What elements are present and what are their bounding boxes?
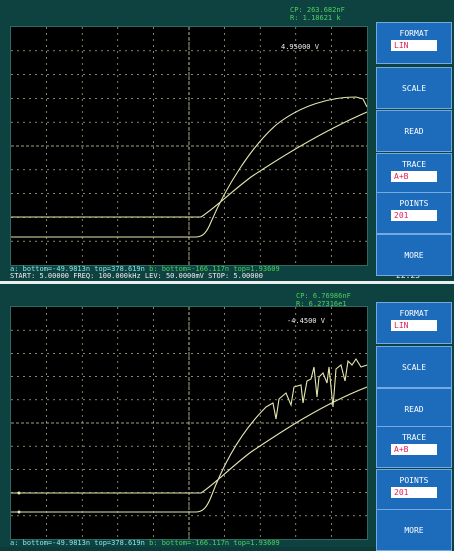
- bottom-status-b: b: bottom=-166.117n top=1.93609: [149, 539, 280, 547]
- top-marker-value: 4.95000 V: [281, 43, 319, 51]
- top-center-axes: [11, 27, 367, 265]
- trace-softkey[interactable]: TRACE A+B: [376, 153, 452, 195]
- top-trace-plot: [11, 27, 368, 265]
- format-value-2: LIN: [391, 320, 437, 331]
- read-softkey[interactable]: READ: [376, 110, 452, 152]
- points-value-2: 201: [391, 487, 437, 498]
- top-status-a: a: bottom=-49.9813n top=378.619n: [10, 265, 145, 273]
- more-label-2: MORE: [404, 526, 424, 535]
- bottom-marker-readout: CP: 6.76986nF R: 6.27316e1: [296, 292, 351, 308]
- scale-label: SCALE: [401, 84, 427, 93]
- points-label: POINTS: [399, 199, 429, 208]
- more-label: MORE: [404, 251, 424, 260]
- top-trace-b: [11, 111, 368, 218]
- top-status-line-2: START: 5.00000 FREQ: 100.000kHz LEV: 50.…: [10, 273, 263, 280]
- points-softkey-2[interactable]: POINTS 201: [376, 469, 452, 511]
- top-status-line-1: a: bottom=-49.9813n top=378.619n b: bott…: [10, 266, 280, 273]
- read-label-2: READ: [404, 405, 424, 414]
- format-label-2: FORMAT: [399, 309, 429, 318]
- bottom-center-axes: [11, 307, 367, 539]
- more-softkey[interactable]: MORE: [376, 234, 452, 276]
- scale-label-2: SCALE: [401, 363, 427, 372]
- trace-softkey-2[interactable]: TRACE A+B: [376, 426, 452, 468]
- bottom-cp-readout: CP: 6.76986nF: [296, 292, 351, 300]
- top-status-b: b: bottom=-166.117n top=1.93609: [149, 265, 280, 273]
- read-softkey-2[interactable]: READ: [376, 388, 452, 430]
- more-softkey-2[interactable]: MORE: [376, 509, 452, 551]
- trace-value-2: A+B: [391, 444, 437, 455]
- sweep-freq: FREQ: 100.000kHz: [73, 272, 141, 280]
- bottom-marker-a: [17, 491, 21, 495]
- points-value: 201: [391, 210, 437, 221]
- bottom-plot-screen[interactable]: -4.4500 V: [10, 306, 368, 540]
- bottom-marker-value: -4.4500 V: [287, 317, 325, 325]
- sweep-stop: STOP: 5.00000: [208, 272, 263, 280]
- top-marker-readout: CP: 263.682nF R: 1.18621 k: [290, 6, 345, 22]
- format-softkey-2[interactable]: FORMAT LIN: [376, 302, 452, 344]
- top-r-readout: R: 1.18621 k: [290, 14, 341, 22]
- points-label-2: POINTS: [399, 476, 429, 485]
- bottom-trace-plot: [11, 307, 368, 539]
- bottom-marker-b: [17, 510, 21, 514]
- top-plot-screen[interactable]: 4.95000 V: [10, 26, 368, 266]
- bottom-r-readout: R: 6.27316e1: [296, 300, 347, 308]
- format-value: LIN: [391, 40, 437, 51]
- scale-softkey-2[interactable]: SCALE: [376, 346, 452, 388]
- bottom-trace-b: [11, 386, 368, 494]
- sweep-start: START: 5.00000: [10, 272, 70, 280]
- bottom-status-line: a: bottom=-49.9813n top=378.619n b: bott…: [10, 540, 280, 547]
- trace-label: TRACE: [401, 160, 427, 169]
- format-label: FORMAT: [399, 29, 429, 38]
- panel-divider: [0, 281, 454, 285]
- bottom-trace-a: [11, 357, 368, 513]
- top-measurement-panel: CP: 263.682nF R: 1.18621 k: [10, 6, 452, 280]
- trace-value: A+B: [391, 171, 437, 182]
- sweep-level: LEV: 50.0000mV: [144, 272, 204, 280]
- format-softkey[interactable]: FORMAT LIN: [376, 22, 452, 64]
- trace-label-2: TRACE: [401, 433, 427, 442]
- bottom-measurement-panel: CP: 6.76986nF R: 6.27316e1: [0, 284, 454, 551]
- top-cp-readout: CP: 263.682nF: [290, 6, 345, 14]
- read-label: READ: [404, 127, 424, 136]
- scale-softkey[interactable]: SCALE: [376, 67, 452, 109]
- points-softkey[interactable]: POINTS 201: [376, 192, 452, 234]
- bottom-status-a: a: bottom=-49.9813n top=378.619n: [10, 539, 145, 547]
- top-grid: [11, 27, 367, 265]
- top-trace-a: [11, 96, 368, 238]
